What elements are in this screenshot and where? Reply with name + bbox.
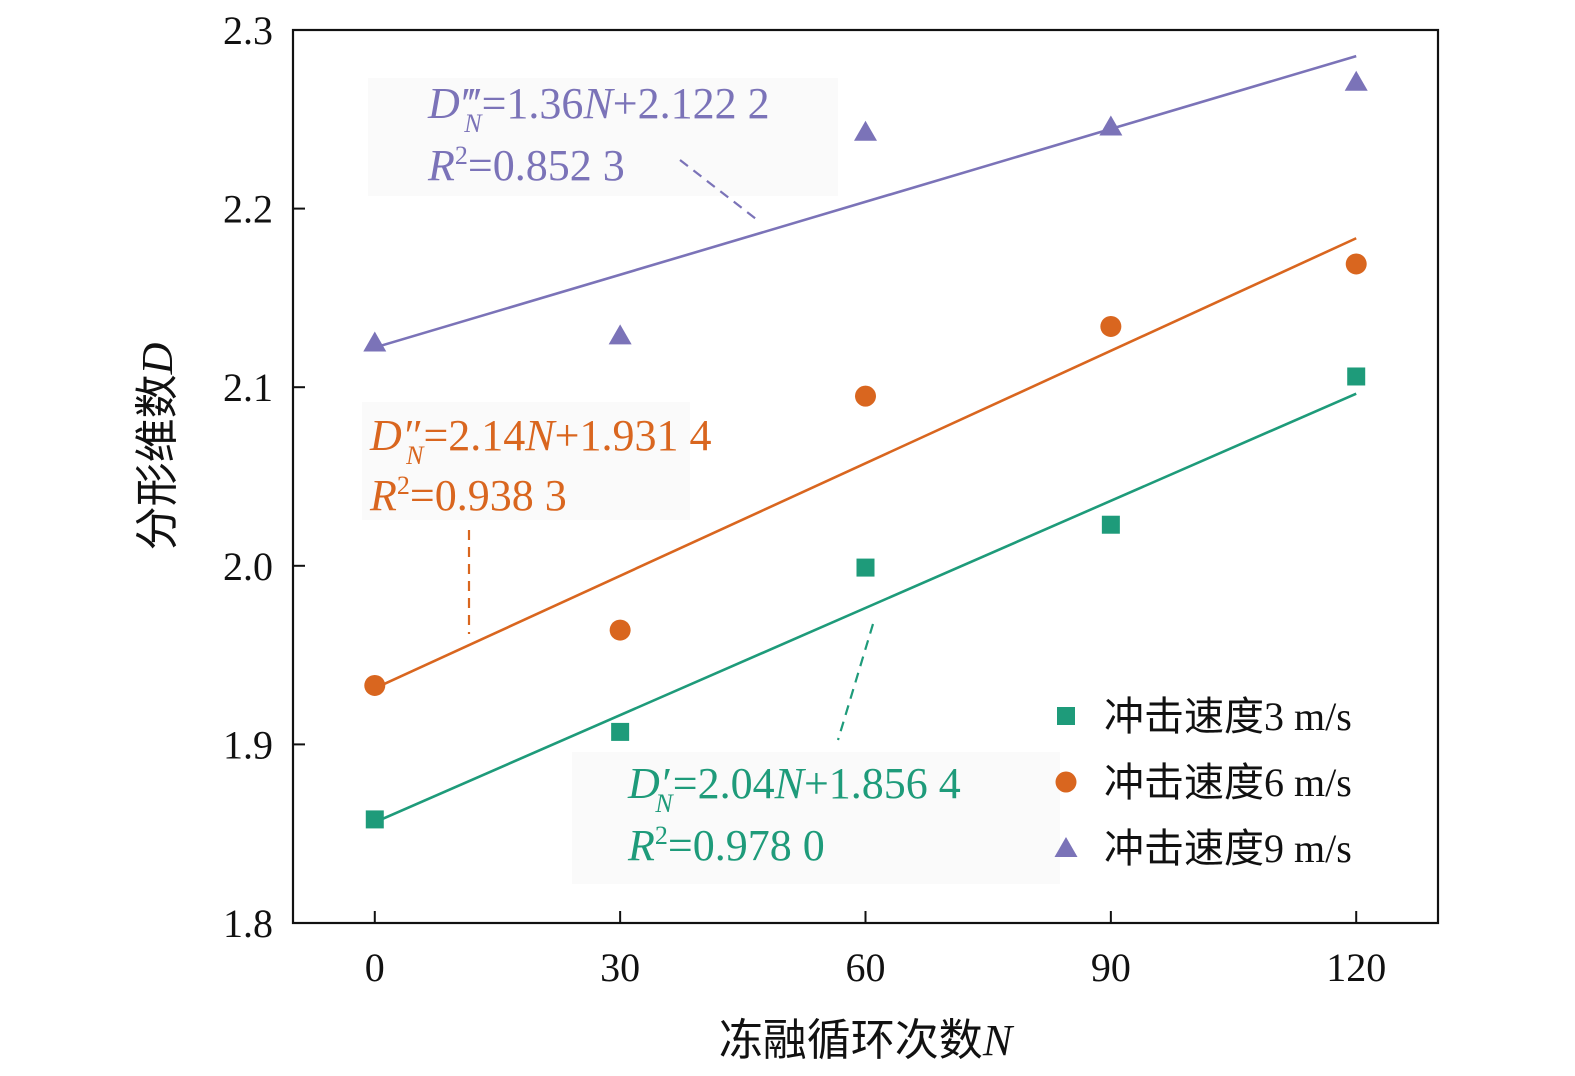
equation-background	[368, 78, 838, 196]
data-point-v3	[856, 558, 875, 577]
r-squared-r: R	[369, 471, 397, 520]
legend-marker	[1057, 707, 1075, 725]
equation-prime: ′	[660, 759, 671, 808]
legend-marker	[1054, 837, 1078, 857]
data-point-v6	[855, 385, 876, 407]
equation-n: N	[524, 411, 557, 460]
equation-slope: =2.14	[423, 411, 525, 460]
y-tick-label: 1.9	[223, 722, 273, 767]
y-tick-label: 1.8	[223, 901, 273, 946]
r-squared-line: R2=0.938 3	[369, 471, 567, 520]
fit-lines	[374, 54, 1357, 824]
equation-subscript: N	[654, 789, 674, 818]
r-squared-superscript: 2	[655, 821, 668, 850]
equation-intercept: +2.122 2	[613, 79, 770, 128]
x-axis-title-text: 冻融循环次数	[719, 1016, 983, 1065]
legend-item-v6: 冲击速度6 m/s	[1055, 760, 1352, 805]
y-axis-title-var: D	[133, 342, 182, 375]
equation-d: D	[627, 759, 660, 808]
x-tick-label: 0	[365, 945, 385, 990]
legend-item-v9: 冲击速度9 m/s	[1054, 826, 1352, 871]
r-squared-r: R	[627, 821, 655, 870]
legend-marker	[1055, 771, 1077, 793]
equation-n: N	[582, 79, 615, 128]
equation-subscript: N	[463, 109, 483, 138]
equation-annotations: D′N=2.04N+1.856 4R2=0.978 0D″N=2.14N+1.9…	[362, 78, 1060, 884]
data-point-v9	[854, 120, 877, 141]
equation-intercept: +1.931 4	[555, 411, 712, 460]
equation-n: N	[774, 759, 807, 808]
r-squared-line: R2=0.978 0	[627, 821, 825, 870]
equation-intercept: +1.856 4	[804, 759, 961, 808]
data-point-v9	[1344, 70, 1368, 91]
r-squared-value: =0.978 0	[668, 821, 825, 870]
equation-leader-line	[836, 623, 875, 741]
data-point-v6	[609, 619, 631, 641]
legend-label: 冲击速度9 m/s	[1104, 826, 1352, 871]
equation-slope: =2.04	[673, 759, 775, 808]
equation-prime: ″	[402, 411, 421, 460]
x-axis-title: 冻融循环次数N	[719, 1016, 1015, 1065]
data-point-v9	[363, 331, 387, 352]
x-axis-title-var: N	[982, 1016, 1015, 1065]
data-point-v6	[364, 674, 386, 696]
data-point-v3	[611, 722, 630, 741]
equation-background	[572, 752, 1060, 884]
equation-v6: D″N=2.14N+1.931 4R2=0.938 3	[362, 402, 711, 634]
equation-line: D″N=2.14N+1.931 4	[369, 411, 711, 470]
fit-line-v9	[374, 54, 1357, 349]
legend-label: 冲击速度3 m/s	[1104, 694, 1352, 739]
x-tick-label: 90	[1091, 945, 1131, 990]
r-squared-line: R2=0.852 3	[427, 141, 625, 190]
r-squared-value: =0.852 3	[468, 141, 625, 190]
equation-v9: D‴N=1.36N+2.122 2R2=0.852 3	[368, 78, 838, 223]
x-tick-label: 60	[846, 945, 886, 990]
y-tick-label: 2.2	[223, 187, 273, 232]
x-tick-label: 30	[600, 945, 640, 990]
y-tick-label: 2.1	[223, 365, 273, 410]
r-squared-superscript: 2	[397, 471, 410, 500]
y-axis-title: 分形维数D	[133, 342, 182, 550]
equation-d: D	[369, 411, 402, 460]
data-point-v3	[1101, 515, 1120, 534]
r-squared-superscript: 2	[455, 141, 468, 170]
r-squared-r: R	[427, 141, 455, 190]
equation-v3: D′N=2.04N+1.856 4R2=0.978 0	[572, 623, 1060, 884]
equation-prime: ‴	[460, 79, 481, 128]
data-points	[363, 70, 1368, 829]
x-tick-label: 120	[1326, 945, 1386, 990]
data-point-v9	[608, 324, 632, 345]
data-point-v3	[365, 810, 384, 829]
data-point-v6	[1345, 253, 1367, 275]
equation-line: D′N=2.04N+1.856 4	[627, 759, 961, 818]
legend: 冲击速度3 m/s 冲击速度6 m/s 冲击速度9 m/s	[1054, 694, 1352, 871]
legend-label: 冲击速度6 m/s	[1104, 760, 1352, 805]
data-point-v9	[1099, 115, 1123, 136]
legend-item-v3: 冲击速度3 m/s	[1057, 694, 1352, 739]
equation-slope: =1.36	[482, 79, 584, 128]
equation-background	[362, 402, 690, 520]
equation-d: D	[427, 79, 460, 128]
y-tick-label: 2.0	[223, 544, 273, 589]
y-axis-title-text: 分形维数	[133, 374, 182, 550]
fit-line-v6	[374, 237, 1357, 690]
equation-line: D‴N=1.36N+2.122 2	[427, 79, 770, 138]
equation-subscript: N	[405, 441, 425, 470]
y-tick-label: 2.3	[223, 8, 273, 53]
r-squared-value: =0.938 3	[410, 471, 567, 520]
fit-line-v3	[374, 392, 1357, 824]
data-point-v3	[1347, 367, 1366, 386]
data-point-v6	[1100, 315, 1122, 337]
